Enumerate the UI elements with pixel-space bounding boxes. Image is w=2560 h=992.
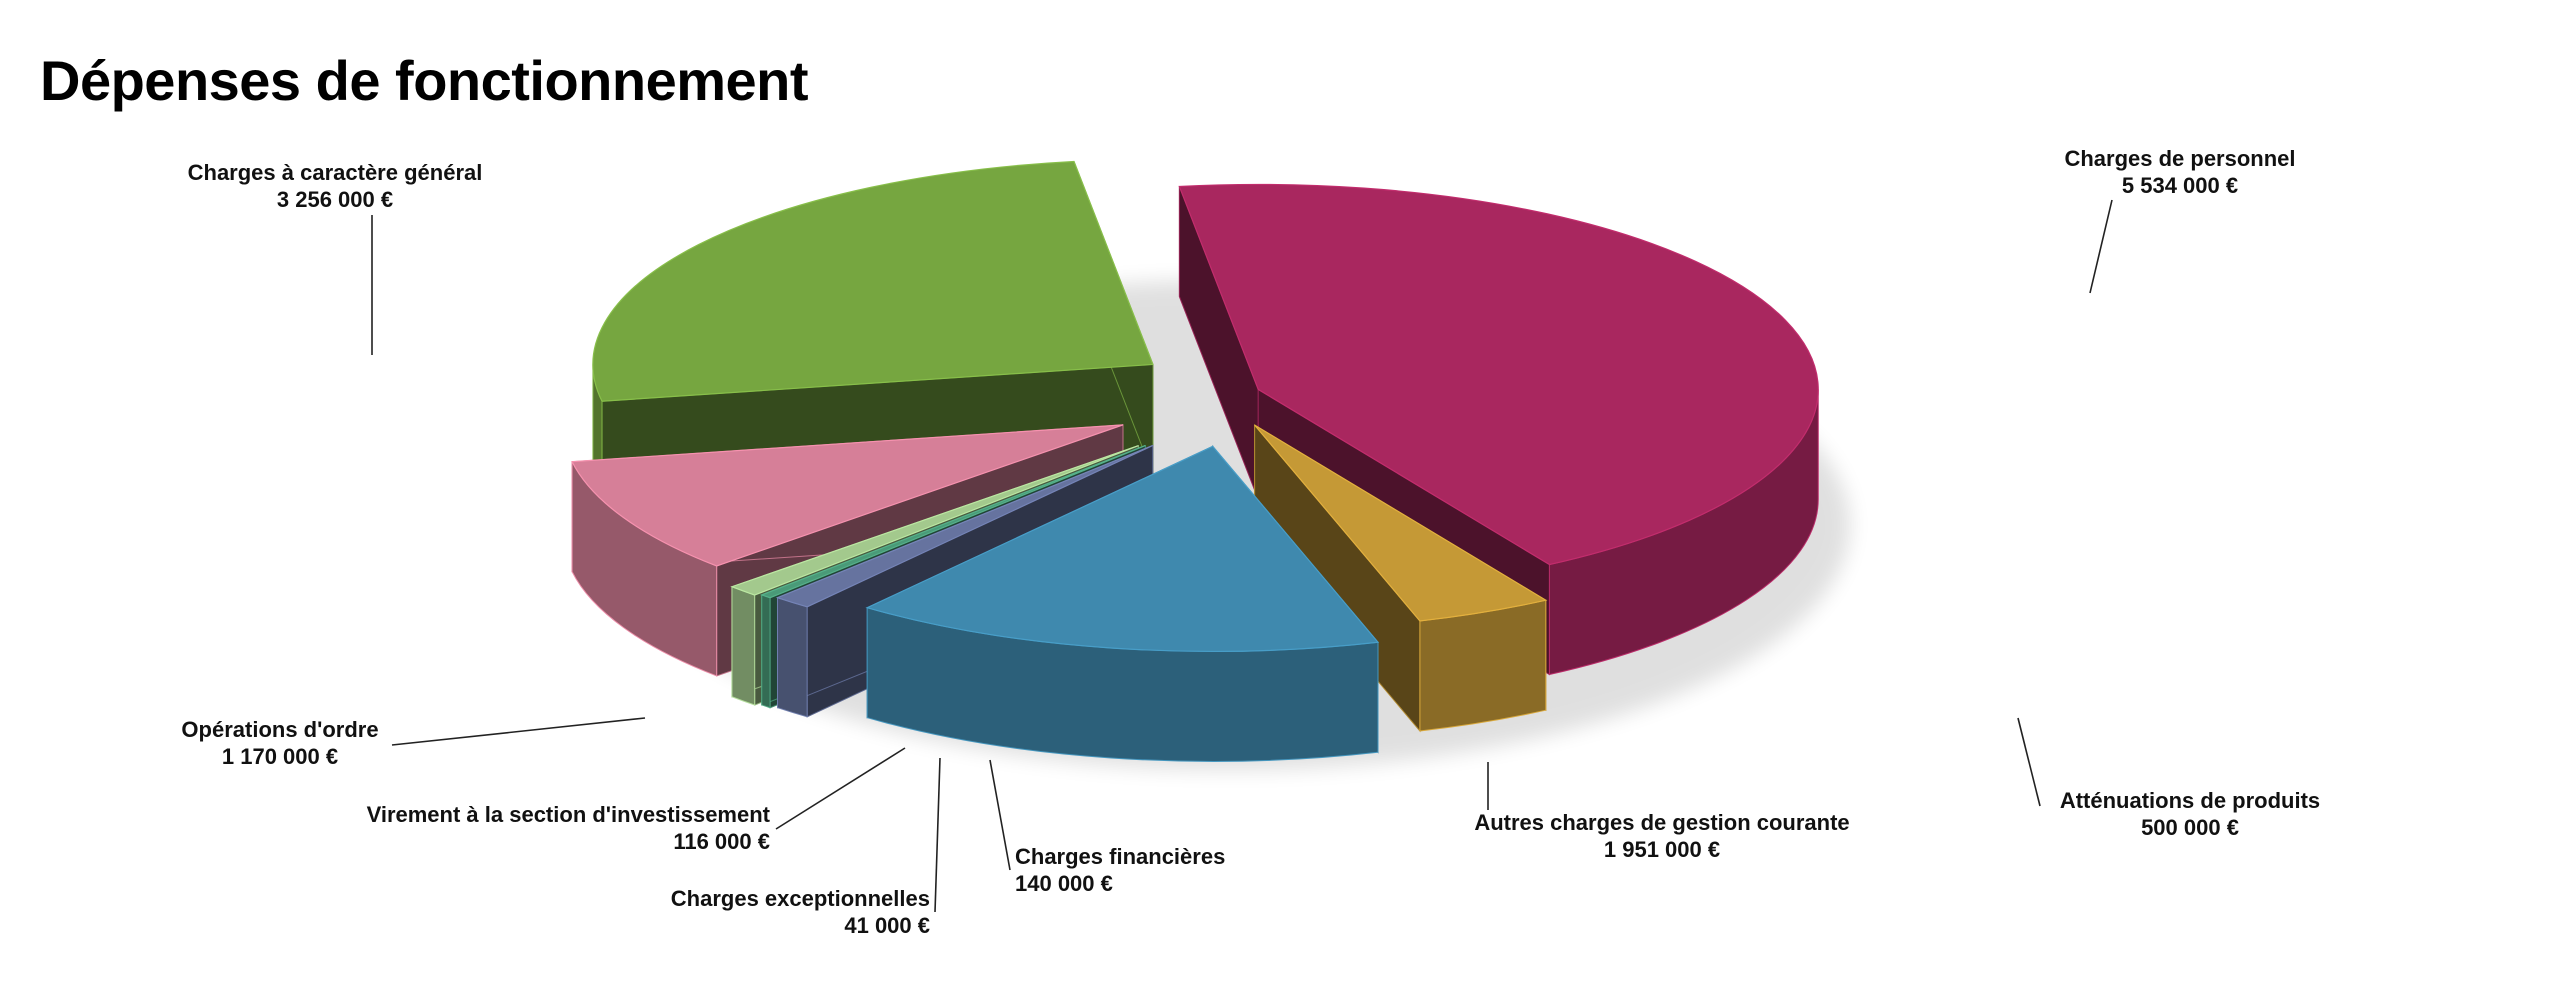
leader-line [934,757,941,913]
slice-value-label: 41 000 € [844,913,930,938]
slice-label: Charges de personnel [2064,146,2295,171]
chart-title: Dépenses de fonctionnement [40,49,809,112]
slice-value-label: 500 000 € [2141,815,2239,840]
slice-value-label: 116 000 € [673,829,770,854]
pie-slice[interactable] [865,445,1380,762]
leader-line [775,747,906,830]
leader-line [2017,717,2041,807]
slice-value-label: 140 000 € [1015,871,1113,896]
slice-label: Charges financières [1015,844,1225,869]
slice-value-label: 3 256 000 € [277,187,393,212]
slice-label: Virement à la section d'investissement [367,802,771,827]
slice-label: Charges exceptionnelles [671,886,930,911]
slice-value-label: 1 951 000 € [1604,837,1720,862]
leader-line [2089,199,2113,294]
slice-value-label: 1 170 000 € [222,744,338,769]
pie-slice[interactable] [1254,423,1548,733]
slice-label: Atténuations de produits [2060,788,2320,813]
slice-value-label: 5 534 000 € [2122,173,2238,198]
leader-line [391,717,646,746]
slice-label: Opérations d'ordre [181,717,378,742]
slice-label: Charges à caractère général [188,160,483,185]
leader-line [989,759,1011,871]
slice-label: Autres charges de gestion courante [1474,810,1849,835]
